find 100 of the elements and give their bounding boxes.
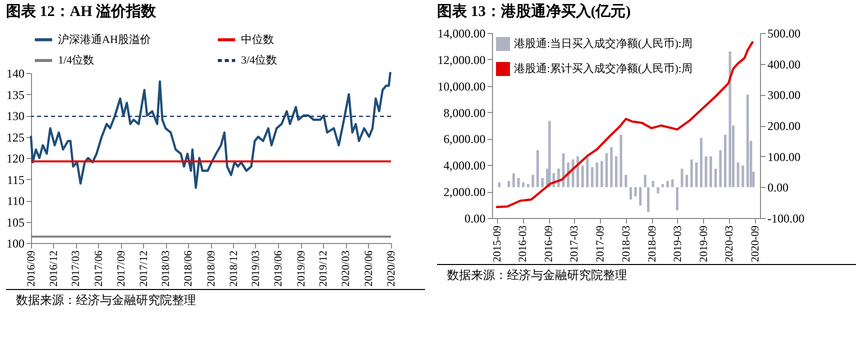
- bar: [671, 179, 674, 188]
- x-tick-label: 2018/06: [182, 250, 195, 287]
- bar: [536, 150, 539, 188]
- y-tick-label: 8,000.00: [444, 106, 486, 120]
- bar: [662, 184, 664, 188]
- bar: [680, 168, 684, 188]
- y-tick-label: 130: [6, 109, 24, 123]
- y-tick-label: 140: [6, 66, 24, 80]
- x-tick-label: 2016-03: [517, 225, 530, 262]
- y-tick-label: 10,000.00: [438, 79, 486, 94]
- bar: [590, 167, 594, 188]
- y-tick-label: 6,000.00: [444, 132, 486, 146]
- y-tick-label: 12,000.00: [438, 52, 486, 67]
- y2-tick-label: -100.00: [768, 212, 804, 226]
- line-series: [30, 72, 392, 189]
- x-tick-label: 2017-03: [568, 225, 581, 262]
- bar: [690, 159, 693, 188]
- bar: [581, 166, 584, 188]
- bar: [541, 178, 544, 188]
- x-tick-label: 2019/03: [250, 250, 262, 287]
- bar: [548, 120, 551, 188]
- y-tick-label: 14,000.00: [438, 26, 486, 40]
- y-tick-label: 120: [6, 152, 24, 166]
- bar: [610, 147, 613, 188]
- x-tick-label: 2019-09: [698, 225, 710, 262]
- bar: [562, 153, 565, 188]
- y2-tick-label: 0.00: [768, 180, 788, 195]
- bar: [646, 187, 650, 212]
- y2-tick-label: 500.00: [768, 26, 800, 40]
- bar: [586, 158, 589, 188]
- bar: [620, 134, 622, 188]
- legend-label: 中位数: [241, 32, 274, 46]
- bar: [498, 182, 501, 188]
- x-tick-label: 2018/03: [160, 250, 172, 287]
- bar: [512, 173, 515, 188]
- bar: [596, 162, 598, 188]
- x-tick-label: 2020/06: [362, 250, 375, 287]
- bar: [624, 174, 628, 188]
- legend-label: 1/4位数: [58, 54, 94, 66]
- x-tick-label: 2020-09: [750, 225, 762, 262]
- bar: [522, 182, 525, 188]
- x-tick-label: 2018-09: [646, 225, 658, 262]
- y-tick-label: 0.00: [464, 212, 486, 226]
- x-tick-label: 2019/09: [295, 250, 308, 287]
- x-tick-label: 2020/09: [386, 250, 398, 287]
- y-tick-label: 125: [6, 130, 24, 144]
- bar: [532, 174, 534, 188]
- bar: [634, 187, 637, 196]
- bar: [704, 156, 708, 188]
- bar: [605, 153, 608, 188]
- bar: [614, 156, 618, 188]
- x-tick-label: 2020/03: [340, 250, 352, 287]
- legend-label: 沪深港通AH股溢价: [58, 32, 151, 46]
- bar: [714, 168, 717, 188]
- x-tick-label: 2017/06: [92, 250, 105, 287]
- x-tick-label: 2017-09: [594, 225, 607, 262]
- bar: [719, 150, 722, 188]
- x-tick-label: 2018/09: [205, 250, 218, 287]
- y2-tick-label: 300.00: [768, 88, 800, 102]
- bar: [695, 162, 698, 188]
- legend-label: 港股通:当日买入成交净额(人民币):周: [514, 37, 692, 50]
- x-tick-label: 2016/09: [26, 250, 38, 287]
- y2-tick-label: 100.00: [768, 150, 800, 164]
- bar: [517, 178, 520, 188]
- source-note: 数据来源：经济与金融研究院整理: [437, 264, 856, 284]
- bar: [508, 181, 510, 188]
- bar: [724, 134, 726, 188]
- bar: [666, 181, 669, 188]
- y2-tick-label: 200.00: [768, 119, 800, 133]
- x-tick-label: 2017/03: [70, 250, 82, 287]
- bar: [629, 187, 632, 200]
- y-tick-label: 110: [6, 194, 24, 208]
- x-tick-label: 2020-03: [724, 225, 736, 262]
- chart-title: 图表 12：AH 溢价指数: [6, 3, 157, 20]
- chart-title: 图表 13：港股通净买入(亿元): [437, 3, 631, 20]
- y-tick-label: 115: [6, 172, 24, 187]
- x-tick-label: 2019-03: [672, 225, 684, 262]
- y2-tick-label: 400.00: [768, 57, 800, 72]
- bar: [736, 162, 740, 188]
- y-tick-label: 135: [6, 88, 24, 102]
- bar: [526, 184, 530, 188]
- x-tick-label: 2018-03: [620, 225, 632, 262]
- bar: [656, 187, 660, 194]
- bar: [600, 160, 604, 188]
- x-tick-label: 2019/06: [272, 250, 285, 287]
- bar: [746, 94, 749, 188]
- y-tick-label: 4,000.00: [444, 158, 486, 173]
- y-tick-label: 2,000.00: [444, 185, 486, 200]
- x-tick-label: 2016/12: [48, 250, 60, 287]
- bar: [676, 187, 678, 210]
- bar: [700, 138, 702, 188]
- y-tick-label: 105: [6, 215, 24, 230]
- bar: [742, 166, 744, 188]
- bar: [644, 174, 646, 188]
- x-tick-label: 2018/12: [228, 250, 240, 287]
- bar: [639, 187, 642, 206]
- x-tick-label: 2017/09: [115, 250, 128, 287]
- bar: [652, 181, 654, 188]
- x-tick-label: 2016-09: [543, 225, 556, 262]
- x-tick-label: 2017/12: [138, 250, 150, 287]
